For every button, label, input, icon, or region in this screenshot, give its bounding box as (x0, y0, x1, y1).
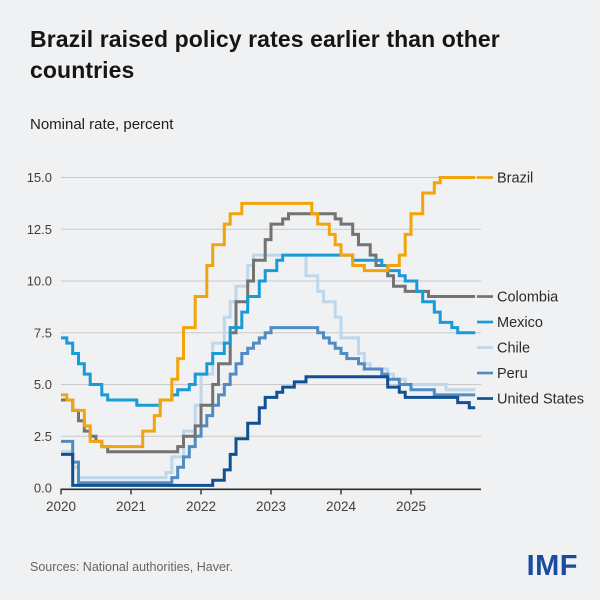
x-axis-tick-label: 2020 (46, 499, 76, 514)
x-axis-tick-label: 2022 (186, 499, 216, 514)
series-line-brazil (61, 176, 476, 449)
y-axis-tick-label: 7.5 (34, 325, 52, 340)
page-title-line-2: countries (30, 57, 135, 83)
legend-label-united-states: United States (497, 391, 584, 407)
y-axis-tick-label: 15.0 (27, 170, 52, 185)
legend-label-mexico: Mexico (497, 315, 543, 331)
imf-logo: IMF (526, 550, 578, 582)
chart-subtitle: Nominal rate, percent (30, 116, 174, 133)
y-axis-tick-label: 10.0 (27, 274, 52, 289)
source-note: Sources: National authorities, Haver. (30, 560, 233, 574)
series-line-colombia (61, 212, 476, 454)
series-line-peru (61, 326, 476, 485)
series-line-chile (61, 253, 476, 480)
x-axis-tick-label: 2021 (116, 499, 146, 514)
y-axis-tick-label: 12.5 (27, 222, 52, 237)
legend-label-peru: Peru (497, 366, 528, 382)
page-title: Brazil raised policy rates earlier than … (30, 24, 575, 86)
y-axis-tick-label: 5.0 (34, 377, 52, 392)
legend-label-colombia: Colombia (497, 289, 559, 305)
y-axis-tick-label: 0.0 (34, 481, 52, 496)
x-axis-tick-label: 2023 (256, 499, 286, 514)
legend-label-chile: Chile (497, 340, 530, 356)
y-axis-tick-label: 2.5 (34, 429, 52, 444)
series-line-united-states (61, 375, 476, 487)
x-axis-tick-label: 2024 (326, 499, 357, 514)
x-axis-tick-label: 2025 (396, 499, 426, 514)
page-title-line-1: Brazil raised policy rates earlier than … (30, 26, 500, 52)
series-line-mexico (61, 253, 476, 407)
legend-label-brazil: Brazil (497, 170, 533, 186)
